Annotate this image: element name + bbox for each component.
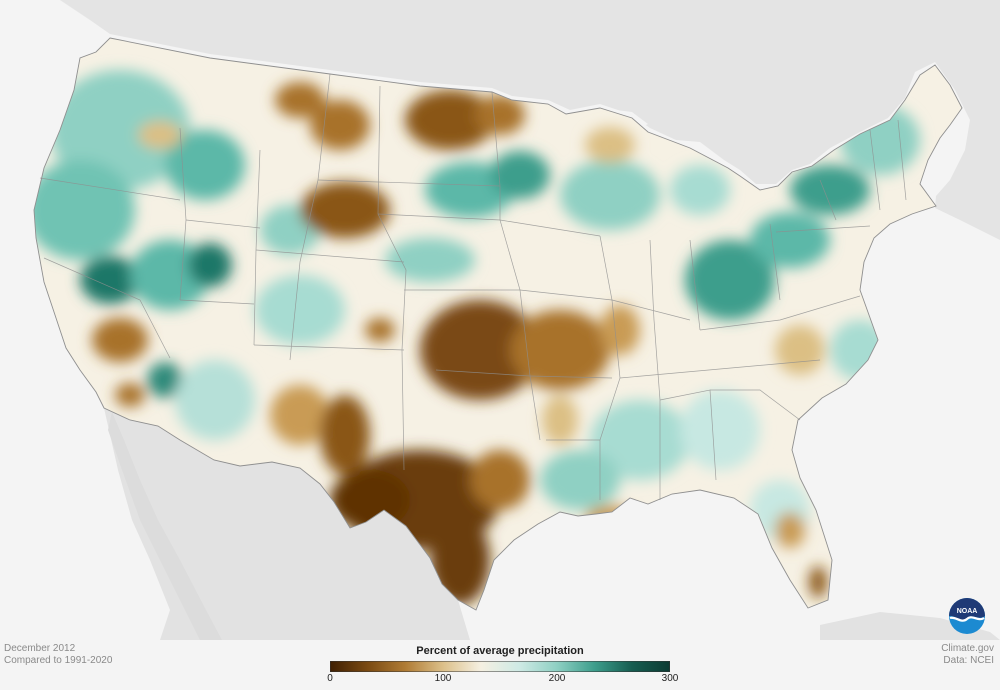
legend-title: Percent of average precipitation — [416, 645, 584, 657]
noaa-logo: NOAA — [949, 598, 985, 634]
legend-tick-0: 0 — [327, 673, 333, 684]
baja-california — [108, 412, 222, 640]
legend-ticks: 0 100 200 300 — [327, 672, 678, 684]
legend-tick-100: 100 — [434, 673, 452, 684]
map-period-caption: December 2012 Compared to 1991-2020 — [4, 643, 112, 667]
state-borders — [39, 73, 907, 500]
legend-tick-300: 300 — [661, 673, 679, 684]
precipitation-map — [33, 0, 1000, 640]
site-credit: Climate.gov — [941, 643, 994, 654]
mexico-landmass — [104, 408, 470, 640]
legend-color-bar — [330, 661, 670, 672]
canada-landmass — [60, 0, 1000, 240]
credits: Climate.gov Data: NCEI — [941, 643, 994, 667]
data-source: Data: NCEI — [943, 655, 994, 666]
noaa-logo-text: NOAA — [957, 608, 978, 615]
precipitation-legend: Percent of average precipitation 0 100 2… — [326, 645, 678, 684]
period-label: December 2012 — [4, 643, 76, 654]
baseline-label: Compared to 1991-2020 — [4, 655, 113, 666]
legend-tick-200: 200 — [548, 673, 566, 684]
cuba-landmass — [820, 612, 1000, 640]
